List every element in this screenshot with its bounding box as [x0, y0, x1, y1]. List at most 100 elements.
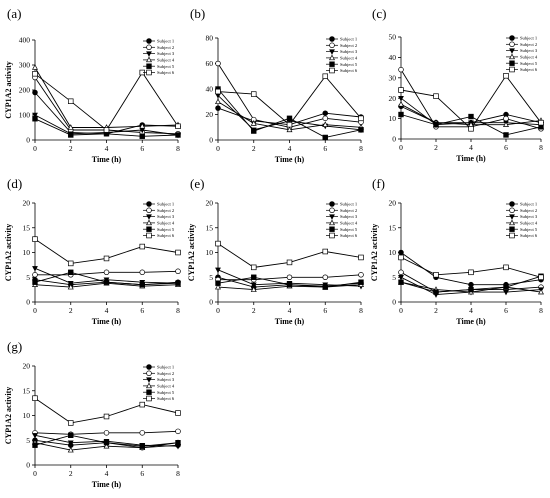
data-point: [538, 274, 544, 281]
legend-label: Subject 6: [340, 233, 358, 238]
legend-label: Subject 5: [520, 227, 538, 232]
legend-marker: [146, 382, 152, 389]
y-tick-label: 5: [26, 273, 30, 282]
data-point: [358, 254, 364, 261]
y-tick-label: 300: [19, 61, 31, 70]
x-tick-label: 8: [176, 144, 180, 153]
y-tick-label: 5: [209, 273, 213, 282]
y-tick-label: 5: [392, 273, 396, 282]
data-point: [68, 132, 74, 138]
data-point: [538, 119, 544, 126]
data-point: [175, 249, 181, 256]
y-axis-title: CYP1A2 activity: [187, 224, 196, 282]
data-point: [103, 127, 110, 133]
legend-marker: [509, 232, 515, 239]
data-point: [398, 95, 404, 102]
data-point: [433, 93, 439, 99]
legend-label: Subject 2: [520, 208, 538, 213]
y-tick-label: 0: [209, 136, 213, 145]
x-tick-label: 4: [469, 143, 473, 152]
data-point: [175, 428, 181, 435]
data-point: [433, 272, 439, 278]
x-tick-label: 8: [539, 306, 543, 315]
x-tick-label: 0: [216, 144, 220, 153]
legend-label: Subject 4: [340, 56, 358, 61]
legend-label: Subject 5: [340, 62, 358, 67]
y-tick-label: 15: [23, 386, 31, 395]
y-tick-label: 0: [26, 298, 30, 307]
data-point: [32, 64, 38, 70]
y-axis-title: CYP1A2 activity: [4, 61, 13, 119]
x-tick-label: 0: [33, 469, 37, 478]
data-point: [398, 87, 404, 93]
y-tick-label: 50: [389, 33, 397, 42]
x-tick-label: 8: [176, 469, 180, 478]
y-tick-label: 10: [389, 114, 397, 123]
legend-marker: [329, 61, 335, 67]
data-point: [32, 70, 38, 77]
legend-label: Subject 4: [340, 221, 358, 226]
y-tick-label: 80: [206, 34, 214, 43]
legend-label: Subject 4: [520, 221, 538, 226]
legend-marker: [146, 201, 152, 207]
legend-label: Subject 6: [157, 396, 175, 401]
y-tick-label: 10: [389, 248, 397, 257]
legend-label: Subject 2: [157, 45, 175, 50]
x-axis-title: Time (h): [456, 154, 486, 163]
series-line: [400, 252, 542, 286]
legend-label: Subject 1: [340, 37, 358, 42]
x-axis-title: Time (h): [92, 480, 122, 489]
data-point: [468, 281, 474, 288]
legend-marker: [146, 214, 152, 220]
legend-marker: [146, 232, 152, 239]
legend-label: Subject 6: [340, 68, 358, 73]
data-point: [398, 269, 404, 276]
data-point: [67, 440, 74, 447]
x-axis-title: Time (h): [92, 317, 122, 326]
legend-marker: [329, 42, 335, 49]
y-tick-label: 15: [389, 223, 397, 232]
x-tick-label: 0: [399, 143, 403, 152]
y-tick-label: 40: [389, 53, 397, 62]
chart-panel: (f) 0 5 10 15 20 0 2 4 6 8 Time (h) CYP1A2 activity S…: [370, 176, 544, 326]
legend-label: Subject 2: [520, 42, 538, 47]
x-tick-label: 0: [216, 306, 220, 315]
data-point: [32, 272, 38, 278]
x-tick-label: 4: [469, 306, 473, 315]
x-tick-label: 4: [105, 144, 109, 153]
chart-panel: (d) 0 5 10 15 20 0 2 4 6 8 Time (h) CYP1A2 activity S…: [4, 176, 181, 326]
x-tick-label: 8: [539, 143, 543, 152]
data-point: [32, 236, 38, 242]
y-tick-label: 5: [26, 436, 30, 445]
data-point: [139, 122, 146, 129]
legend-marker: [146, 44, 152, 51]
data-point: [468, 269, 474, 276]
x-tick-label: 6: [323, 144, 327, 153]
data-point: [503, 115, 509, 122]
data-point: [215, 88, 221, 95]
legend-label: Subject 4: [157, 384, 175, 389]
legend-marker: [509, 60, 515, 66]
data-point: [32, 89, 38, 96]
y-tick-label: 20: [23, 362, 31, 371]
legend-label: Subject 2: [340, 43, 358, 48]
data-point: [139, 243, 146, 250]
legend-label: Subject 5: [157, 390, 175, 395]
legend-marker: [509, 35, 515, 41]
data-point: [358, 115, 364, 122]
legend-marker: [509, 207, 515, 214]
legend-label: Subject 5: [340, 227, 358, 232]
data-point: [322, 284, 328, 290]
data-point: [215, 105, 221, 111]
data-point: [468, 286, 474, 293]
data-point: [322, 73, 329, 79]
legend-label: Subject 6: [157, 70, 175, 75]
x-tick-label: 2: [252, 306, 256, 315]
data-point: [322, 110, 329, 116]
legend-marker: [329, 36, 335, 42]
legend-marker: [146, 370, 152, 377]
series-line: [34, 71, 179, 131]
x-tick-label: 6: [504, 143, 508, 152]
data-point: [322, 248, 329, 255]
x-tick-label: 2: [69, 306, 73, 315]
